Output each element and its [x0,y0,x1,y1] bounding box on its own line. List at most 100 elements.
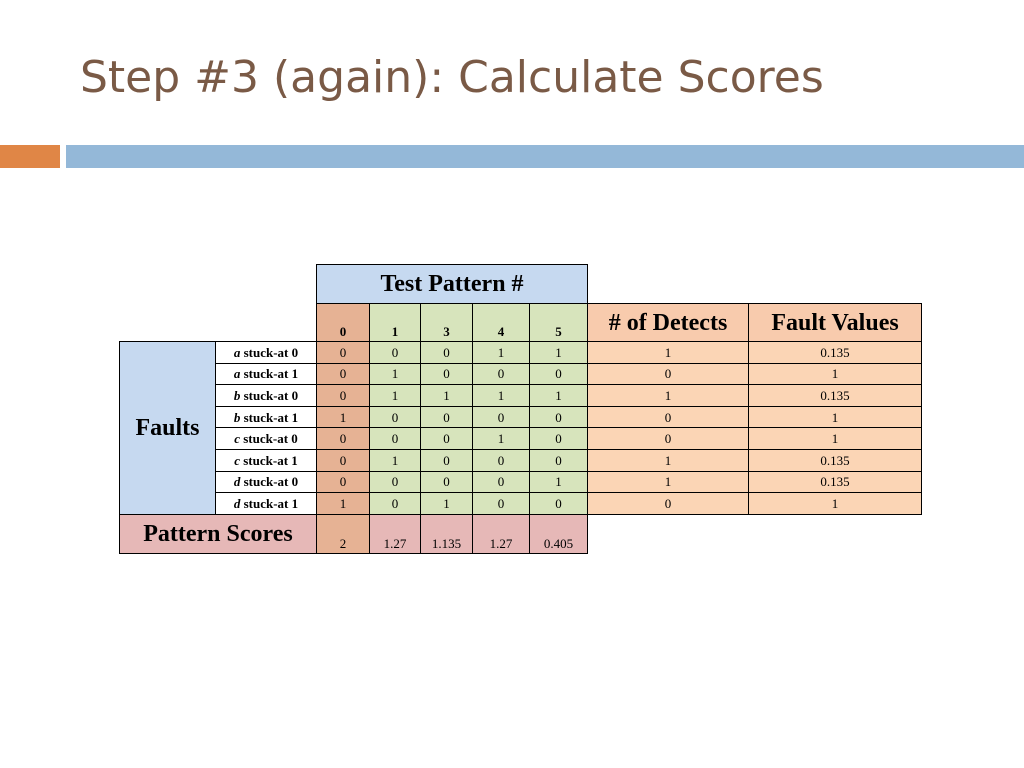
detection-cell: 1 [316,492,370,515]
detection-cell: 1 [420,384,473,407]
detection-cell: 0 [369,427,421,450]
pattern-scores-label: Pattern Scores [119,513,317,554]
detection-cell: 0 [529,362,588,386]
fault-scores-table: Test Pattern # 0 1 3 4 5 # of Detects Fa… [119,264,922,554]
detection-cell: 0 [369,492,421,515]
detects-count-cell: 1 [587,384,749,407]
pattern-scores-row: Pattern Scores 2 1.27 1.135 1.27 0.405 [119,513,922,554]
detection-cell: 0 [369,470,421,494]
fault-name-cell: c stuck-at 0 [215,427,317,450]
fault-type: stuck-at 1 [240,366,299,382]
fault-signal: b [233,387,241,403]
pattern-header-0: 0 [316,303,370,342]
fault-signal: c [234,431,240,447]
fault-value-cell: 1 [748,492,922,515]
detection-cell: 1 [529,341,588,364]
pattern-score-cell: 1.27 [472,513,530,554]
title-accent-orange-bar [0,145,60,168]
detection-cell: 1 [529,384,588,407]
empty-score-space [588,514,922,553]
fault-value-cell: 0.135 [748,341,922,364]
fault-type: stuck-at 0 [240,344,299,360]
detection-cell: 0 [420,341,473,364]
fault-type: stuck-at 0 [240,474,299,490]
detection-cell: 0 [420,470,473,494]
title-accent-blue-bar [66,145,1024,168]
fault-value-cell: 1 [748,405,922,429]
detection-cell: 0 [316,448,370,472]
fault-type: stuck-at 1 [240,409,299,425]
pattern-header-5: 5 [529,303,588,342]
fault-signal: b [233,409,241,425]
fault-value-cell: 0.135 [748,448,922,472]
fault-name-cell: b stuck-at 1 [215,405,317,429]
fault-value-cell: 1 [748,362,922,386]
detection-cell: 1 [472,341,530,364]
detection-cell: 0 [316,341,370,364]
fault-type: stuck-at 0 [240,387,299,403]
detection-cell: 1 [369,448,421,472]
table-row: Faults a stuck-at 0 0 0 0 1 1 1 0.135 [119,341,922,515]
detects-count-cell: 0 [587,362,749,386]
table-row: b stuck-at 0 0 1 1 1 1 1 0.135 [120,384,922,407]
detection-cell: 0 [529,448,588,472]
detects-count-cell: 0 [587,405,749,429]
fault-name-cell: c stuck-at 1 [215,448,317,472]
pattern-score-cell: 1.27 [369,513,421,554]
fault-name-cell: a stuck-at 0 [215,341,317,364]
empty-corner [120,304,317,342]
detection-cell: 1 [369,384,421,407]
fault-signal: d [233,474,241,490]
fault-signal: d [233,495,241,511]
detection-cell: 1 [316,405,370,429]
fault-values-header: Fault Values [748,303,922,342]
pattern-score-cell: 0.405 [529,513,588,554]
fault-value-cell: 0.135 [748,384,922,407]
fault-value-cell: 0.135 [748,470,922,494]
test-pattern-header: Test Pattern # [316,264,588,304]
fault-value-cell: 1 [748,427,922,450]
pattern-header-4: 4 [472,303,530,342]
table-row: d stuck-at 0 0 0 0 0 1 1 0.135 [120,470,922,494]
empty-corner [120,265,317,304]
detects-count-cell: 0 [587,427,749,450]
detects-header: # of Detects [587,303,749,342]
fault-signal: a [233,344,241,360]
detection-cell: 0 [420,427,473,450]
detection-cell: 0 [529,427,588,450]
detection-cell: 1 [472,427,530,450]
detection-cell: 0 [420,448,473,472]
detection-cell: 0 [316,384,370,407]
detection-cell: 0 [316,362,370,386]
fault-type: stuck-at 1 [240,495,299,511]
detection-cell: 0 [472,470,530,494]
pattern-header-1: 1 [369,303,421,342]
detection-cell: 0 [420,405,473,429]
pattern-score-cell: 1.135 [420,513,473,554]
detection-cell: 1 [369,362,421,386]
fault-name-cell: a stuck-at 1 [215,362,317,386]
fault-signal: c [234,452,240,468]
detection-cell: 0 [472,405,530,429]
fault-type: stuck-at 0 [240,431,298,447]
detection-cell: 0 [316,470,370,494]
detects-count-cell: 1 [587,341,749,364]
detection-cell: 0 [529,492,588,515]
detection-cell: 0 [472,448,530,472]
detection-cell: 1 [472,384,530,407]
fault-name-cell: d stuck-at 0 [215,470,317,494]
detection-cell: 1 [420,492,473,515]
fault-name-cell: d stuck-at 1 [215,492,317,515]
detection-cell: 0 [472,362,530,386]
detects-count-cell: 1 [587,448,749,472]
fault-signal: a [233,366,241,382]
detection-cell: 0 [472,492,530,515]
table-row: c stuck-at 1 0 1 0 0 0 1 0.135 [120,448,922,472]
detection-cell: 0 [529,405,588,429]
fault-name-cell: b stuck-at 0 [215,384,317,407]
detection-cell: 0 [316,427,370,450]
